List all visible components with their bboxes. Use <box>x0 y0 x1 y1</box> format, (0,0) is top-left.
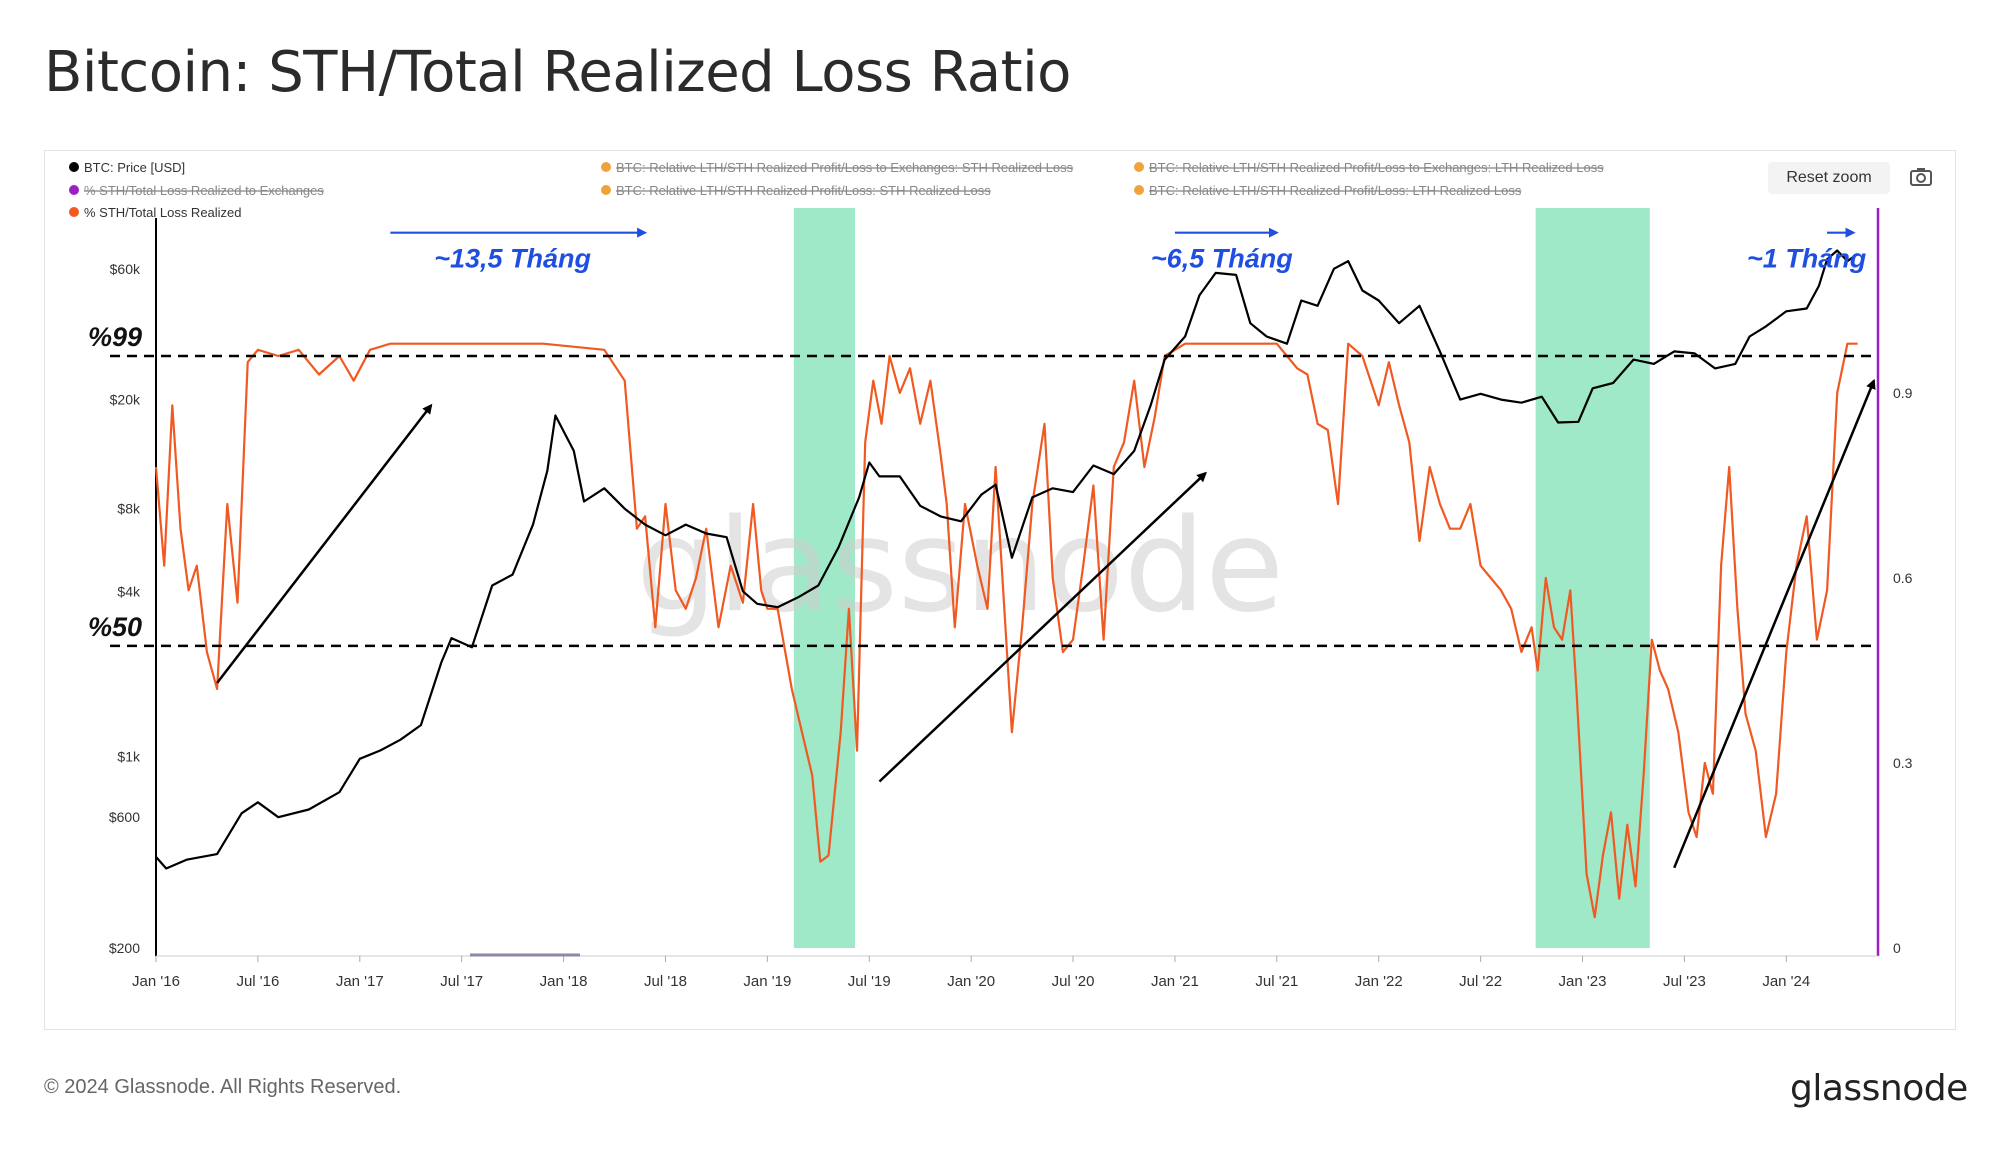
y-right-tick-label: 0 <box>1893 940 1901 956</box>
x-tick-label: Jul '17 <box>440 973 483 990</box>
camera-icon[interactable] <box>1908 164 1934 190</box>
highlight-band <box>1535 208 1650 948</box>
y-right-tick-label: 0.3 <box>1893 755 1913 771</box>
legend-marker <box>69 207 79 217</box>
y-left-tick-label: $20k <box>110 392 141 408</box>
ratio-series-line <box>154 342 1858 919</box>
legend-marker <box>601 162 611 172</box>
x-tick-label: Jul '19 <box>848 973 891 990</box>
reference-line-label: %50 <box>88 612 142 642</box>
trend-arrow <box>1673 378 1876 869</box>
x-tick-label: Jul '22 <box>1459 973 1502 990</box>
highlight-band <box>793 208 855 948</box>
trend-arrow <box>216 403 433 684</box>
x-tick-label: Jan '21 <box>1151 973 1199 990</box>
legend-label[interactable]: % STH/Total Loss Realized to Exchanges <box>84 183 324 198</box>
price-series-line <box>155 249 1859 870</box>
legend-marker <box>1134 185 1144 195</box>
legend-label[interactable]: BTC: Relative LTH/STH Realized Profit/Lo… <box>1149 160 1604 175</box>
annotation-label: ~13,5 Tháng <box>434 243 591 273</box>
trend-arrow <box>878 471 1207 783</box>
x-tick-label: Jan '18 <box>540 973 588 990</box>
x-tick-label: Jul '21 <box>1255 973 1298 990</box>
x-tick-label: Jan '16 <box>132 973 180 990</box>
reference-line-label: %99 <box>88 322 142 352</box>
legend-marker <box>69 162 79 172</box>
y-left-tick-label: $1k <box>117 748 141 764</box>
legend-marker <box>1134 162 1144 172</box>
x-tick-label: Jan '23 <box>1559 973 1607 990</box>
chart-frame <box>44 150 1956 1030</box>
legend-marker <box>69 185 79 195</box>
x-tick-label: Jul '16 <box>236 973 279 990</box>
legend-label[interactable]: % STH/Total Loss Realized <box>84 205 242 220</box>
chart-title: Bitcoin: STH/Total Realized Loss Ratio <box>44 40 1071 105</box>
footer-logo: glassnode <box>1790 1068 1968 1109</box>
x-tick-label: Jul '20 <box>1052 973 1095 990</box>
annotation-label: ~6,5 Tháng <box>1151 243 1293 273</box>
legend-label[interactable]: BTC: Relative LTH/STH Realized Profit/Lo… <box>616 183 991 198</box>
y-left-tick-label: $600 <box>109 809 140 825</box>
annotation-label: ~1 Tháng <box>1747 243 1867 273</box>
x-tick-label: Jan '19 <box>743 973 791 990</box>
x-tick-label: Jul '18 <box>644 973 687 990</box>
legend-label[interactable]: BTC: Price [USD] <box>84 160 185 175</box>
y-left-tick-label: $4k <box>117 583 141 599</box>
x-tick-label: Jan '24 <box>1762 973 1810 990</box>
y-right-tick-label: 0.6 <box>1893 570 1913 586</box>
legend-marker <box>601 185 611 195</box>
y-right-tick-label: 0.9 <box>1893 385 1913 401</box>
reset-zoom-button[interactable]: Reset zoom <box>1768 162 1890 194</box>
legend-label[interactable]: BTC: Relative LTH/STH Realized Profit/Lo… <box>616 160 1074 175</box>
y-left-tick-label: $8k <box>117 501 141 517</box>
x-tick-label: Jan '17 <box>336 973 384 990</box>
x-tick-label: Jan '20 <box>947 973 995 990</box>
x-tick-label: Jul '23 <box>1663 973 1706 990</box>
legend-label[interactable]: BTC: Relative LTH/STH Realized Profit/Lo… <box>1149 183 1522 198</box>
x-tick-label: Jan '22 <box>1355 973 1403 990</box>
footer-copyright: © 2024 Glassnode. All Rights Reserved. <box>44 1076 402 1098</box>
y-left-tick-label: $200 <box>109 940 140 956</box>
y-left-tick-label: $60k <box>110 261 141 277</box>
